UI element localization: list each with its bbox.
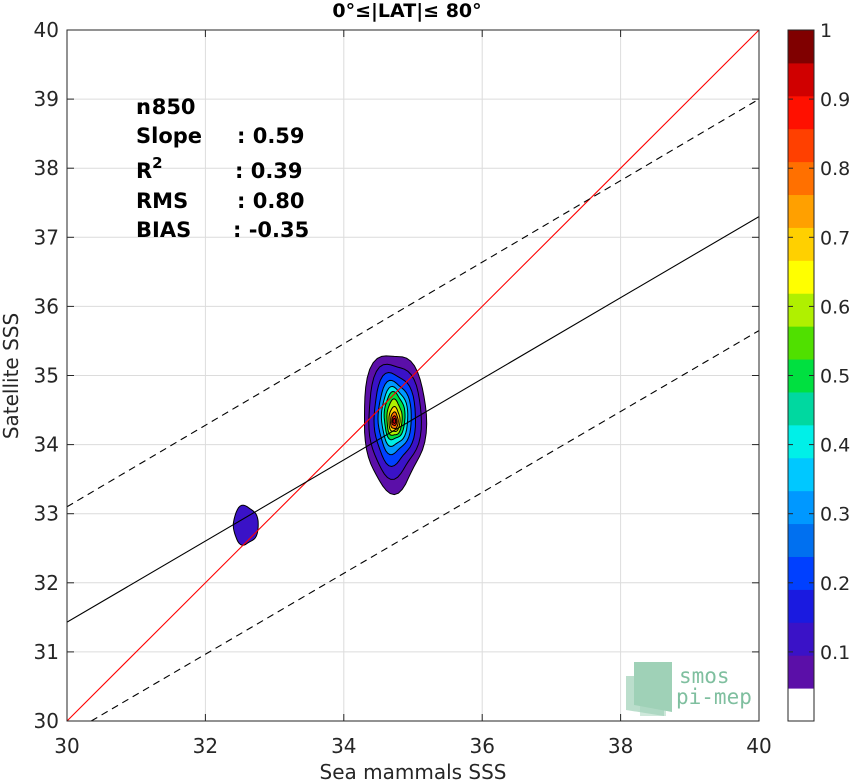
x-tick-label: 40 [746,734,771,758]
colorbar-segment [788,391,814,426]
y-axis-label: Satellite SSS [0,313,23,439]
colorbar-segment [788,523,814,557]
line-regression [67,216,759,623]
x-tick-label: 30 [54,734,79,758]
colorbar-tick-label: 0.7 [820,227,850,249]
logo-wave-icon [626,662,672,716]
colorbar-segment [788,30,814,64]
colorbar-segment [788,128,814,163]
logo-text-smos: smos [679,664,730,688]
y-tick-label: 30 [34,709,59,733]
colorbar-segment [788,326,814,360]
colorbar-tick-label: 0.1 [820,642,850,664]
y-tick-label: 32 [34,571,59,595]
y-tick-label: 40 [34,18,59,42]
colorbar-segment [788,622,814,656]
density-contour [392,418,397,424]
colorbar-segment [788,161,814,196]
colorbar-segment [788,227,814,261]
reference-lines [67,30,759,721]
x-tick-label: 34 [331,734,356,758]
stat-value: : 0.59 [237,124,305,148]
colorbar-segment [788,457,814,492]
stat-value: : 0.80 [237,189,305,213]
y-tick-label: 39 [34,87,59,111]
chart-title: 0°≤|LAT|≤ 80° [332,0,481,22]
y-tick-label: 36 [34,294,59,318]
colorbar-segment [788,655,814,689]
y-tick-label: 31 [34,640,59,664]
stat-key: BIAS [136,218,191,242]
stat-value: : 0.39 [235,159,303,183]
colorbar-segment [788,556,814,590]
density-contour [232,504,259,546]
colorbar-tick-label: 0.9 [820,89,850,111]
x-tick-label: 36 [469,734,494,758]
colorbar-tick-label: 0.8 [820,158,850,180]
density-contours [232,355,428,546]
colorbar-segment [788,589,814,623]
line-upper-bound [67,98,759,508]
stat-key: RMS [136,189,188,213]
colorbar-segment [788,688,814,722]
colorbar-tick-label: 0.5 [820,366,850,388]
stat-value: : -0.35 [233,218,309,242]
y-tick-label: 33 [34,502,59,526]
y-axis-ticks: 30 31 32 33 34 35 36 37 38 39 40 [34,18,759,733]
colorbar-tick-label: 0.4 [820,435,850,457]
colorbar-segment [788,424,814,459]
y-tick-label: 35 [34,364,59,388]
x-tick-label: 32 [193,734,218,758]
stat-key: n [136,95,151,119]
colorbar-tick-label: 0.3 [820,504,850,526]
y-tick-label: 34 [34,433,59,457]
colorbar-ticks: 0.1 0.2 0.3 0.4 0.5 0.6 0.7 0.8 0.9 1 [788,20,850,664]
colorbar-segment [788,293,814,327]
y-tick-label: 38 [34,156,59,180]
colorbar-segment [788,95,814,130]
stat-value: : 850 [136,95,196,119]
x-axis-label: Sea mammals SSS [320,760,507,784]
colorbar-segment [788,62,814,97]
x-tick-label: 38 [608,734,633,758]
line-one-to-one [67,30,759,721]
logo-text-pimep: pi-mep [676,685,752,709]
colorbar-tick-label: 0.2 [820,573,850,595]
colorbar [787,29,815,722]
y-tick-label: 37 [34,225,59,249]
colorbar-segment [788,490,814,525]
line-lower-bound [90,330,759,721]
stat-key-superscript: 2 [152,154,162,172]
colorbar-segment [788,194,814,228]
colorbar-tick-label: 1 [820,20,832,42]
stat-key: Slope [136,124,202,148]
colorbar-segment [788,260,814,294]
logo: smos pi-mep [626,662,752,716]
colorbar-tick-label: 0.6 [820,296,850,318]
x-axis-ticks: 30 32 34 36 38 40 [54,30,772,758]
